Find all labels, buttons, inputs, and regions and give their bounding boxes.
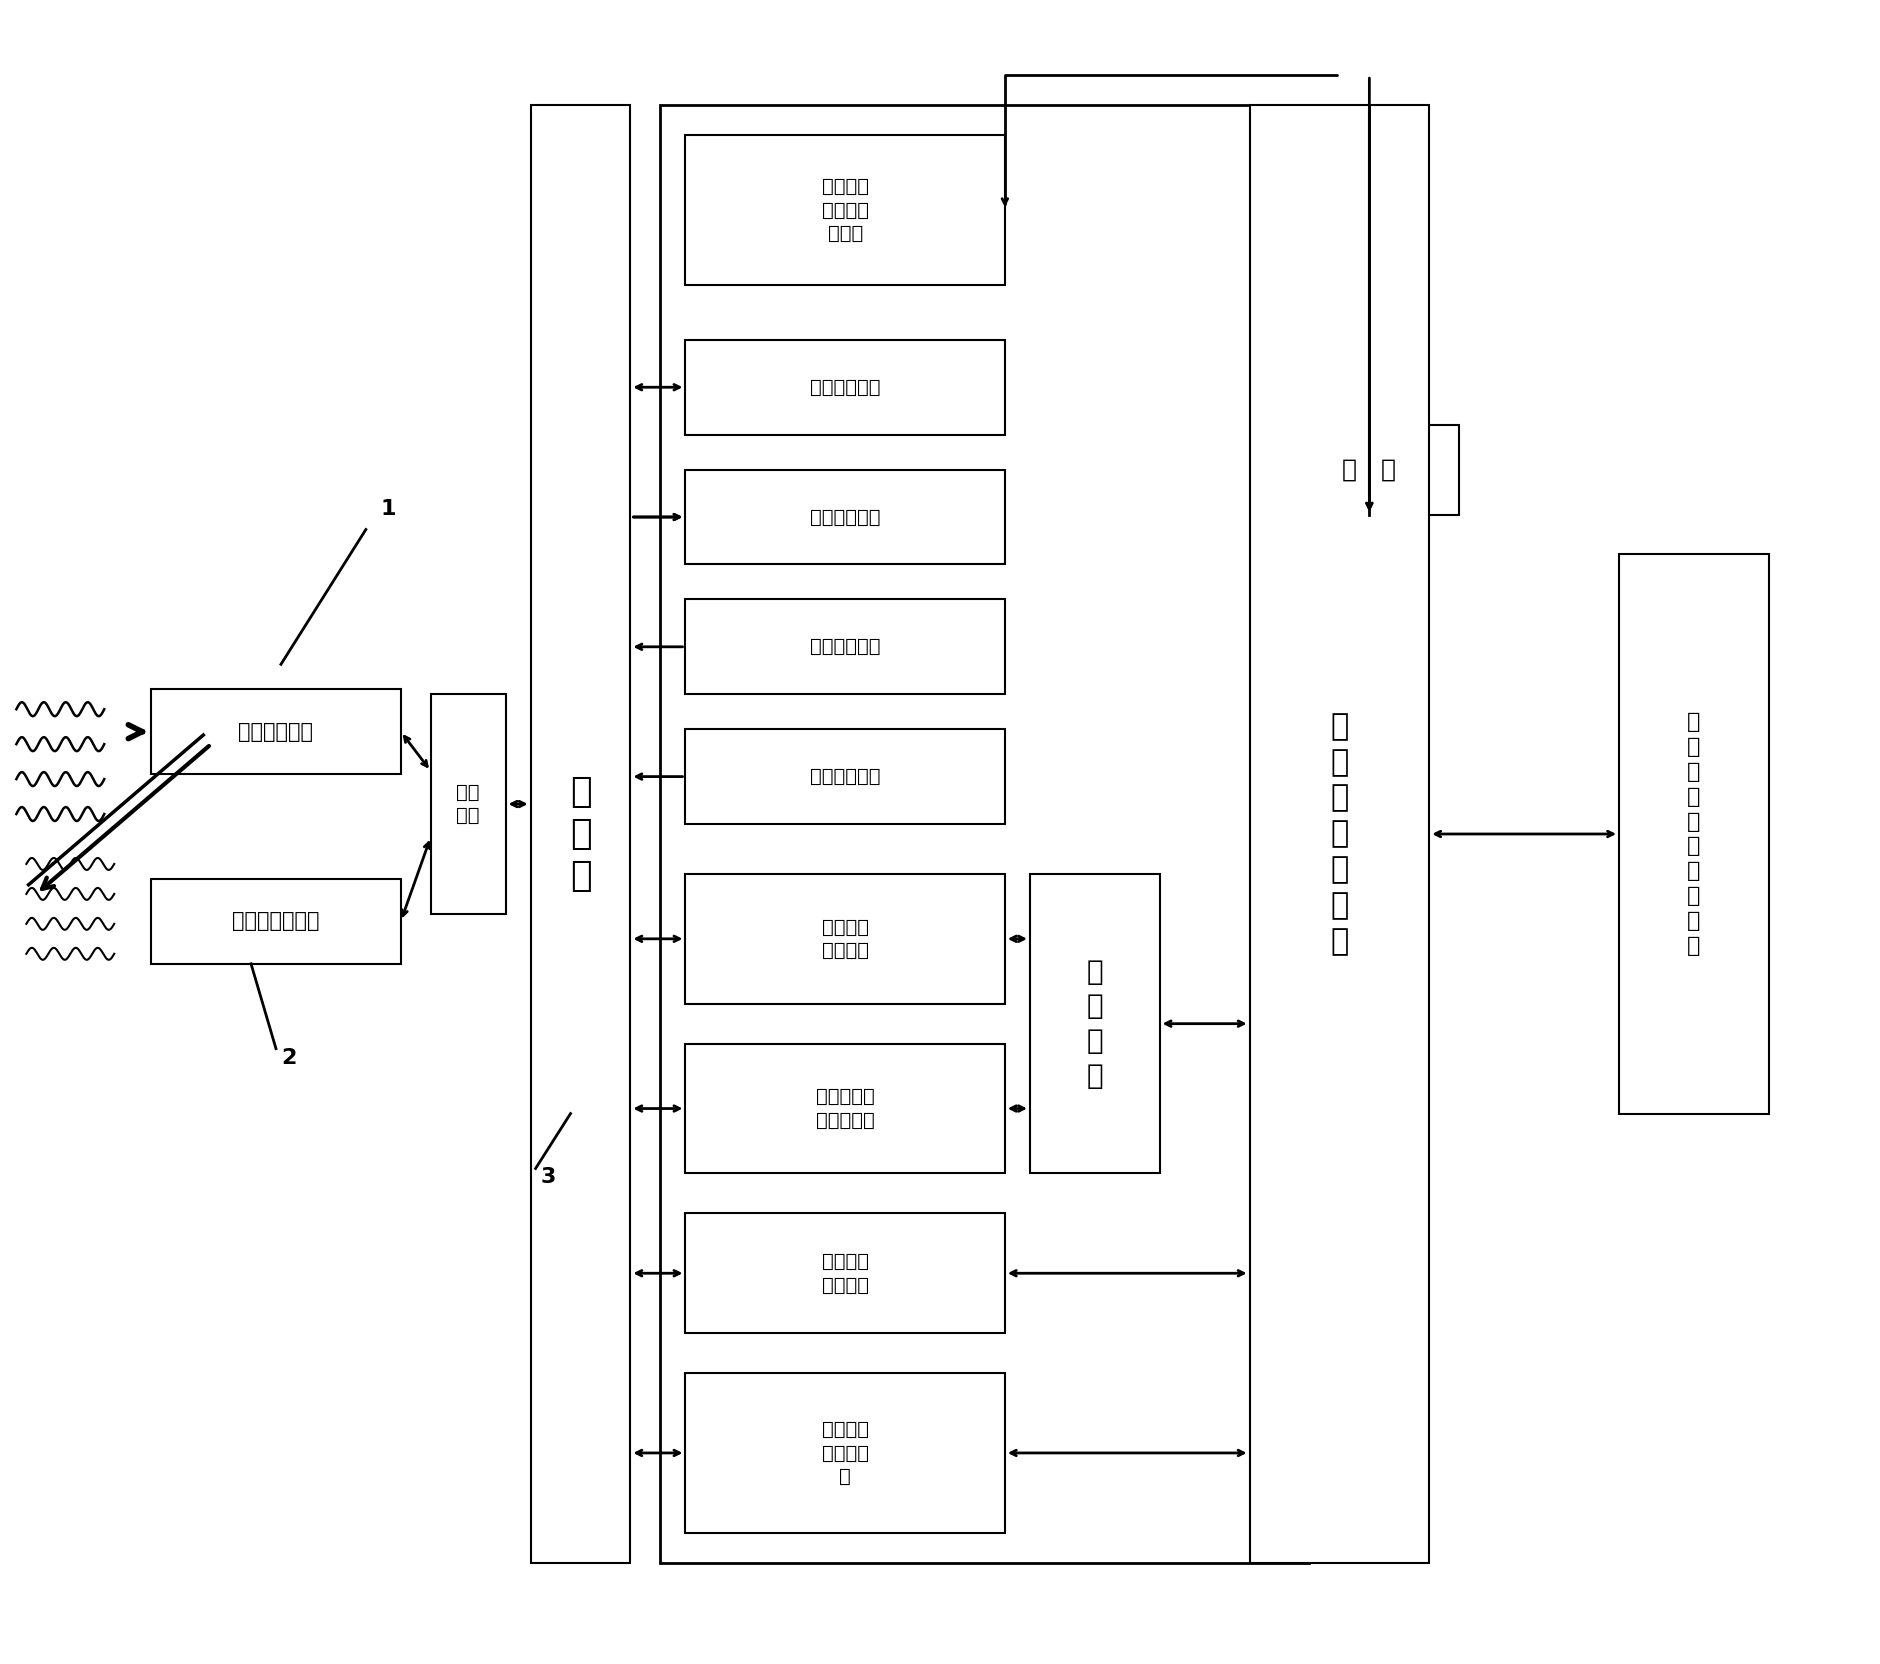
FancyBboxPatch shape <box>686 339 1006 434</box>
FancyBboxPatch shape <box>1250 105 1429 1562</box>
Text: 软
件
主
操
作
界
面: 软 件 主 操 作 界 面 <box>1331 712 1348 957</box>
FancyBboxPatch shape <box>530 105 630 1562</box>
Text: 压力敏感探测器: 压力敏感探测器 <box>233 912 320 932</box>
FancyBboxPatch shape <box>686 1213 1006 1333</box>
FancyBboxPatch shape <box>1030 874 1160 1173</box>
Text: 数据保存单元: 数据保存单元 <box>810 508 880 526</box>
FancyBboxPatch shape <box>686 469 1006 564</box>
Text: 图像处理单元: 图像处理单元 <box>810 767 880 785</box>
Text: 信息转换单元: 信息转换单元 <box>810 637 880 656</box>
Text: 数   据: 数 据 <box>1342 458 1397 481</box>
FancyBboxPatch shape <box>431 694 506 914</box>
FancyBboxPatch shape <box>686 1043 1006 1173</box>
FancyBboxPatch shape <box>686 1373 1006 1533</box>
Text: 影
像
及
操
作
控
制
显
示
器: 影 像 及 操 作 控 制 显 示 器 <box>1686 712 1701 955</box>
Text: 红外设备
控制单元: 红外设备 控制单元 <box>822 1251 869 1295</box>
Text: 数字
接口: 数字 接口 <box>457 782 479 825</box>
FancyBboxPatch shape <box>686 599 1006 694</box>
FancyBboxPatch shape <box>686 729 1006 824</box>
Text: 远红外探测器: 远红外探测器 <box>239 722 314 742</box>
Text: 1: 1 <box>382 499 397 519</box>
Text: 压敏触诊影
像分析单元: 压敏触诊影 像分析单元 <box>816 1087 874 1130</box>
FancyBboxPatch shape <box>150 689 400 774</box>
Text: 功能＋结
构影像分
析报告: 功能＋结 构影像分 析报告 <box>822 176 869 243</box>
FancyBboxPatch shape <box>686 874 1006 1003</box>
Text: 压敏探测
器控制单
元: 压敏探测 器控制单 元 <box>822 1419 869 1486</box>
FancyBboxPatch shape <box>686 135 1006 285</box>
Text: 综
合
分
析: 综 合 分 析 <box>1087 958 1104 1090</box>
FancyBboxPatch shape <box>660 105 1310 1562</box>
Text: 计
算
机: 计 算 机 <box>570 775 592 894</box>
Text: 2: 2 <box>280 1048 297 1068</box>
Text: 3: 3 <box>541 1168 556 1188</box>
FancyBboxPatch shape <box>150 879 400 963</box>
Text: 红外热像
分析单元: 红外热像 分析单元 <box>822 917 869 960</box>
FancyBboxPatch shape <box>1280 424 1459 514</box>
Text: 数据采集单元: 数据采集单元 <box>810 378 880 396</box>
FancyBboxPatch shape <box>1619 554 1769 1113</box>
